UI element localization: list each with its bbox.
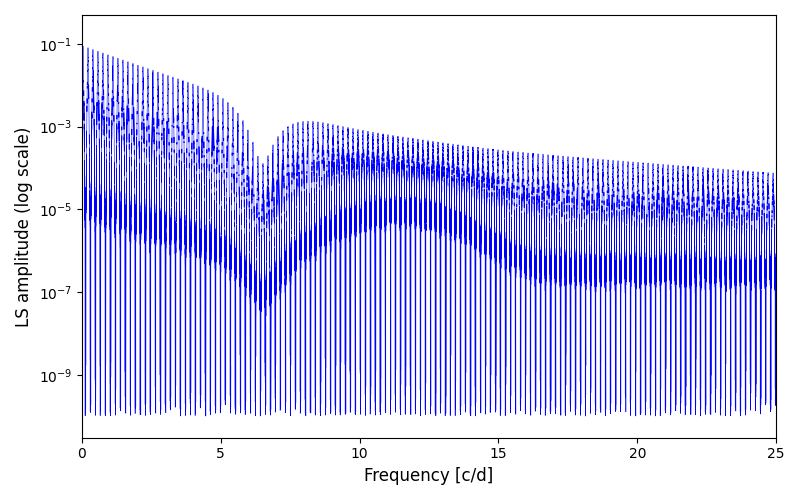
X-axis label: Frequency [c/d]: Frequency [c/d]	[364, 467, 494, 485]
Y-axis label: LS amplitude (log scale): LS amplitude (log scale)	[15, 126, 33, 326]
